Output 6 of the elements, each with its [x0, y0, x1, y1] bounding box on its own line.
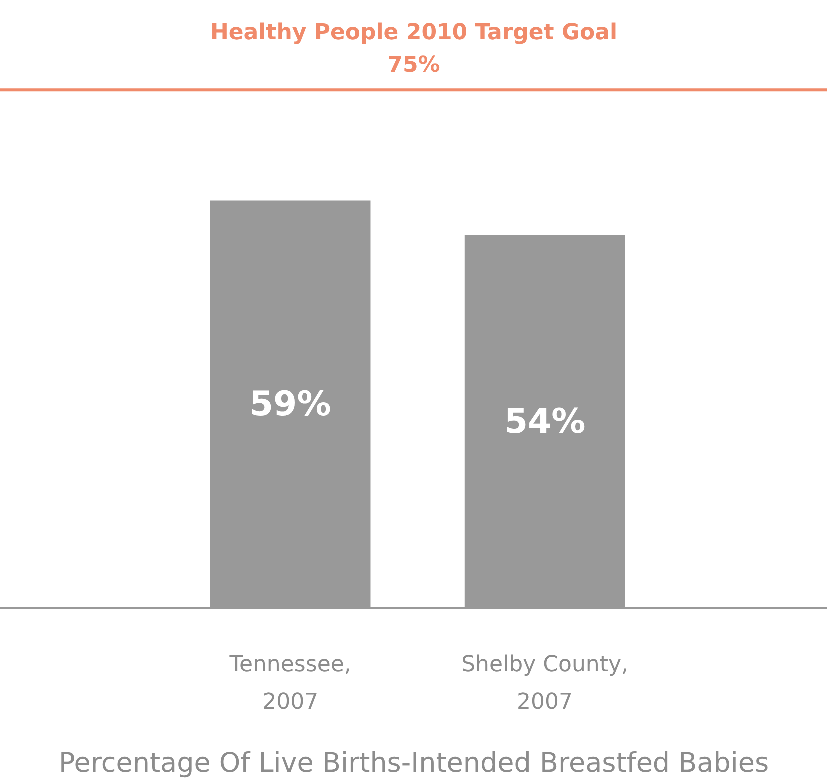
- data-label: 59%: [250, 384, 332, 425]
- data-label: 54%: [504, 402, 586, 442]
- x-tick-label: Shelby County, 2007: [462, 652, 628, 715]
- x-axis-title: Percentage Of Live Births-Intended Breastfed Babies: [58, 748, 770, 779]
- x-tick-label: Tennessee, 2007: [228, 652, 352, 715]
- ref-line-label: Healthy People 2010 Target Goal 75%: [210, 20, 618, 78]
